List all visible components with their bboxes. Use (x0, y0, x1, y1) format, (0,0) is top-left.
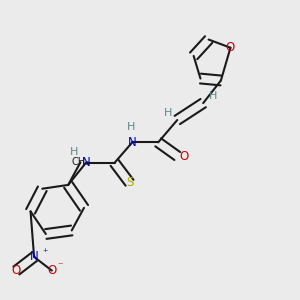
Text: S: S (126, 176, 133, 189)
Text: O: O (47, 264, 56, 277)
Text: O: O (179, 149, 189, 163)
Text: H: H (208, 91, 217, 101)
Text: N: N (82, 156, 90, 169)
Text: H: H (164, 108, 172, 118)
Text: O: O (12, 264, 21, 277)
Text: CH₃: CH₃ (71, 157, 89, 167)
Text: ⁻: ⁻ (57, 262, 63, 272)
Text: H: H (127, 122, 135, 132)
Text: H: H (69, 147, 78, 157)
Text: O: O (226, 41, 235, 54)
Text: N: N (30, 250, 38, 263)
Text: N: N (128, 136, 136, 149)
Text: ⁺: ⁺ (42, 248, 48, 258)
